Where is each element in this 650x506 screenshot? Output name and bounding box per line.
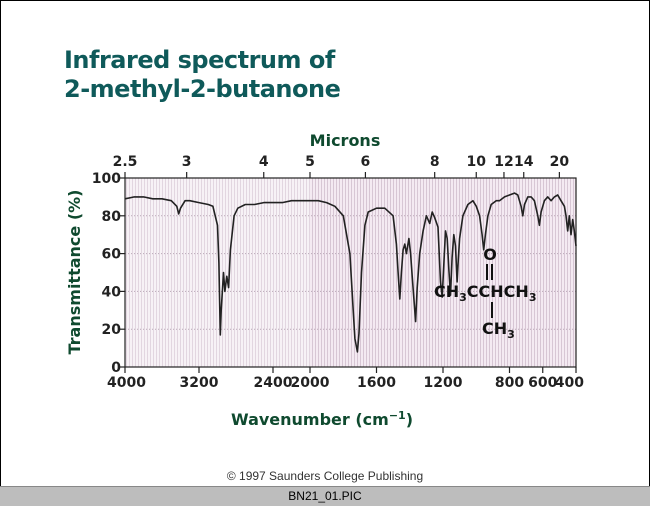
title-line-2: 2-methyl-2-butanone	[64, 75, 341, 103]
axis-ticks	[119, 172, 577, 373]
micron-tick-label-10: 10	[467, 154, 487, 170]
copyright-text: © 1997 Saunders College Publishing	[226, 469, 424, 483]
x-tick-label-1600: 1600	[357, 375, 396, 391]
micron-tick-label-4: 4	[259, 154, 269, 170]
molecule-structure: O CH3CCHCH3 CH3	[434, 245, 536, 341]
x-tick-label-1200: 1200	[424, 375, 463, 391]
micron-tick-label-5: 5	[305, 154, 315, 170]
x-tick-label-800: 800	[495, 375, 524, 391]
spectrum-line-0	[124, 192, 577, 353]
page-title: Infrared spectrum of 2-methyl-2-butanone	[64, 46, 341, 104]
micron-tick-label-6: 6	[361, 154, 371, 170]
x-axis-title: Wavenumber (cm−1)	[231, 409, 413, 429]
structure-branch: CH3	[482, 319, 515, 341]
y-tick-label-20: 20	[102, 322, 122, 338]
y-tick-label-80: 80	[102, 209, 122, 225]
x-tick-label-3200: 3200	[180, 375, 219, 391]
title-line-1: Infrared spectrum of	[64, 46, 335, 74]
micron-tick-label-2.5: 2.5	[113, 154, 138, 170]
y-axis-title: Transmittance (%)	[65, 190, 84, 355]
plot-border	[124, 177, 577, 368]
x-tick-label-2400: 2400	[254, 375, 293, 391]
spectrum-series	[124, 192, 577, 353]
x-tick-label-2000: 2000	[291, 375, 330, 391]
micron-tick-label-12: 12	[494, 154, 513, 170]
y-tick-label-40: 40	[102, 284, 122, 300]
filename-status-bar: BN21_01.PIC	[0, 486, 650, 506]
plot-frame	[124, 177, 577, 368]
micron-tick-label-8: 8	[430, 154, 440, 170]
x-tick-label-4000: 4000	[107, 375, 146, 391]
x-tick-label-400: 400	[555, 375, 584, 391]
y-tick-label-0: 0	[111, 360, 121, 376]
top-axis-title: Microns	[310, 131, 381, 150]
y-tick-label-100: 100	[92, 171, 121, 187]
x-tick-label-600: 600	[528, 375, 557, 391]
micron-tick-label-3: 3	[182, 154, 192, 170]
micron-tick-label-20: 20	[550, 154, 570, 170]
structure-main-chain: CH3CCHCH3	[434, 282, 536, 304]
y-tick-label-60: 60	[102, 247, 122, 263]
carbonyl-oxygen: O	[483, 245, 497, 264]
micron-tick-label-14: 14	[514, 154, 534, 170]
